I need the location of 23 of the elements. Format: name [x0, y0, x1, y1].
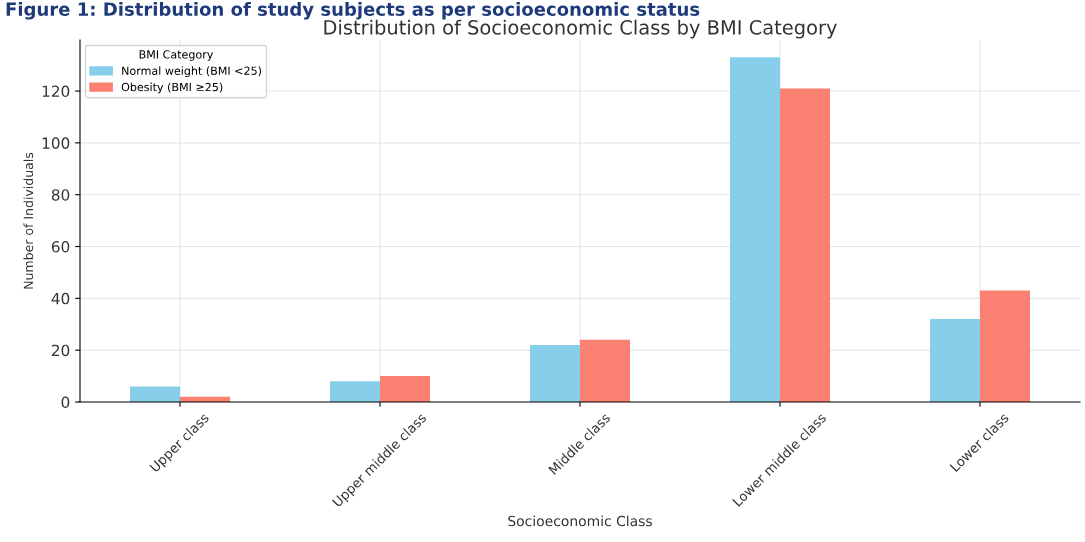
legend-title: BMI Category	[139, 50, 214, 61]
bar	[530, 344, 580, 402]
y-tick-label: 0	[61, 396, 70, 409]
chart-title: Distribution of Socioeconomic Class by BMI Category	[324, 19, 837, 39]
bar	[330, 381, 380, 402]
caption: Figure 1: Distribution of study subjects as per socioeconomic status	[6, 2, 700, 20]
y-tick-label: 120	[42, 85, 70, 98]
y-tick-label: 100	[42, 137, 70, 149]
bar	[580, 339, 630, 402]
y-tick-label: 80	[51, 189, 70, 201]
y-tick-label: 40	[51, 292, 70, 305]
x-axis-title: Socioeconomic Class	[508, 515, 652, 527]
bar	[130, 386, 180, 402]
bar	[730, 57, 780, 402]
bar	[930, 319, 980, 402]
y-tick-label: 60	[51, 240, 70, 253]
bar	[380, 376, 430, 402]
legend-label: Obesity (BMI ≥25)	[121, 82, 223, 94]
bar	[980, 290, 1030, 402]
legend-label: Normal weight (BMI <25)	[122, 66, 262, 78]
bar	[780, 88, 830, 402]
y-tick-label: 20	[51, 344, 70, 357]
y-axis-title: Number of Individuals	[23, 152, 34, 289]
